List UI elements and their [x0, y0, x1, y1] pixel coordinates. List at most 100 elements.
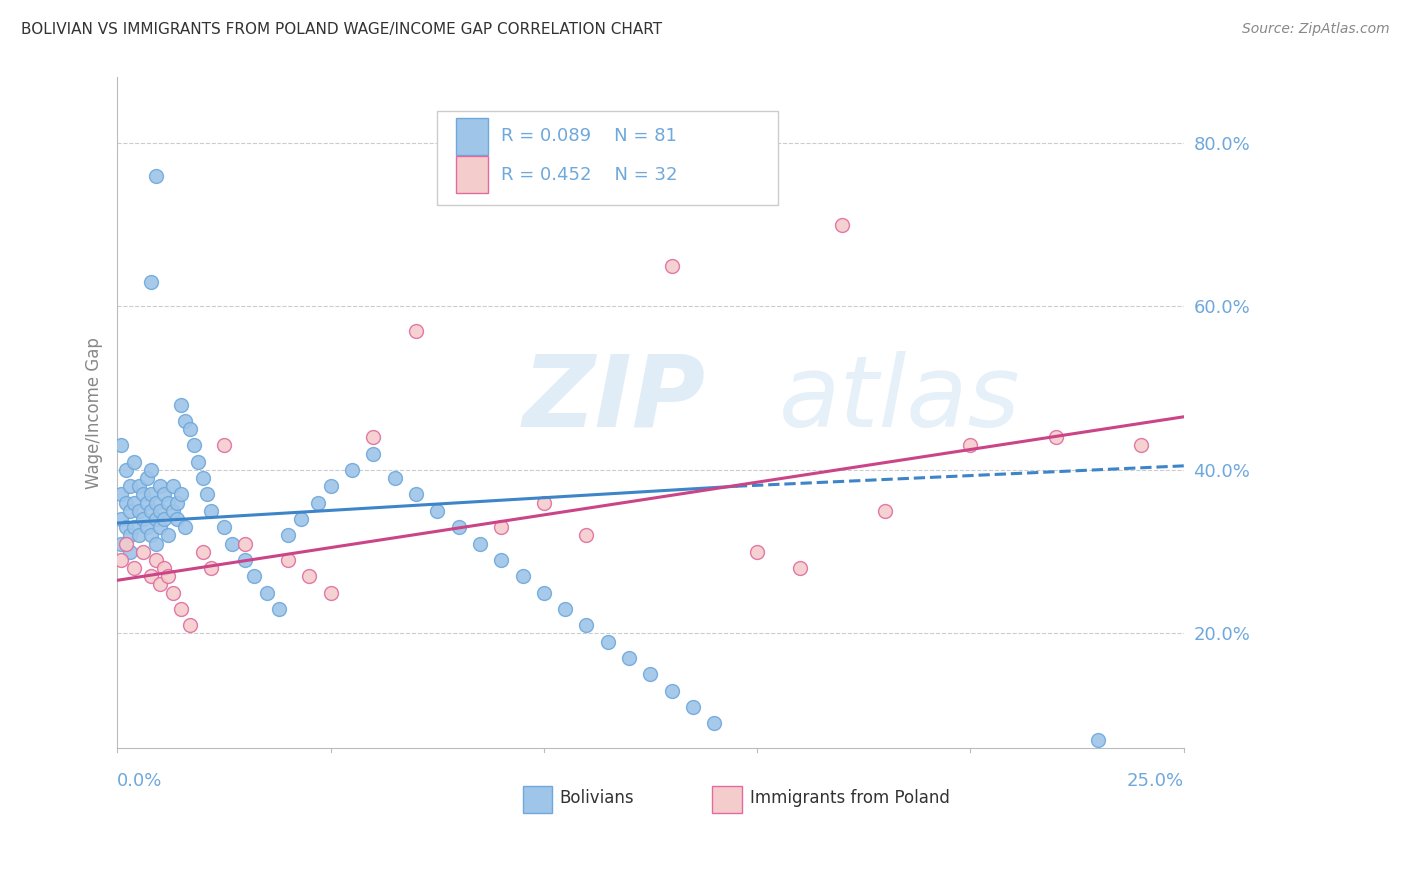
Text: 25.0%: 25.0%	[1126, 772, 1184, 790]
Point	[157, 569, 180, 583]
Point	[200, 561, 222, 575]
Point	[319, 479, 342, 493]
Point	[162, 585, 184, 599]
FancyBboxPatch shape	[457, 156, 488, 193]
Point	[290, 512, 312, 526]
Point	[200, 504, 222, 518]
Point	[489, 553, 512, 567]
Point	[145, 512, 167, 526]
Point	[166, 495, 188, 509]
Point	[617, 651, 640, 665]
Point	[145, 169, 167, 183]
Text: R = 0.089    N = 81: R = 0.089 N = 81	[501, 128, 678, 145]
Point	[128, 528, 150, 542]
Point	[149, 520, 172, 534]
Point	[122, 455, 145, 469]
Point	[141, 528, 163, 542]
Text: atlas: atlas	[779, 351, 1021, 448]
Point	[191, 544, 214, 558]
Point	[1130, 438, 1153, 452]
FancyBboxPatch shape	[457, 118, 488, 155]
Text: Immigrants from Poland: Immigrants from Poland	[749, 789, 949, 807]
Point	[114, 536, 136, 550]
Point	[212, 520, 235, 534]
Point	[875, 504, 897, 518]
Text: Source: ZipAtlas.com: Source: ZipAtlas.com	[1241, 22, 1389, 37]
Point	[145, 553, 167, 567]
Point	[122, 561, 145, 575]
Point	[153, 561, 176, 575]
FancyBboxPatch shape	[437, 111, 779, 205]
Point	[298, 569, 321, 583]
Text: BOLIVIAN VS IMMIGRANTS FROM POLAND WAGE/INCOME GAP CORRELATION CHART: BOLIVIAN VS IMMIGRANTS FROM POLAND WAGE/…	[21, 22, 662, 37]
Point	[533, 585, 555, 599]
Point	[118, 528, 141, 542]
Point	[149, 479, 172, 493]
Point	[174, 414, 197, 428]
Point	[447, 520, 470, 534]
Point	[153, 512, 176, 526]
Point	[122, 520, 145, 534]
Point	[489, 520, 512, 534]
Point	[512, 569, 534, 583]
Point	[340, 463, 363, 477]
Point	[149, 504, 172, 518]
Point	[747, 544, 769, 558]
Point	[136, 495, 159, 509]
Point	[149, 577, 172, 591]
Point	[640, 667, 662, 681]
Point	[233, 536, 256, 550]
Point	[661, 259, 683, 273]
Point	[170, 397, 193, 411]
Point	[426, 504, 449, 518]
Point	[575, 528, 598, 542]
Point	[132, 487, 155, 501]
Point	[1045, 430, 1067, 444]
Point	[307, 495, 329, 509]
Point	[141, 487, 163, 501]
Point	[118, 479, 141, 493]
Point	[212, 438, 235, 452]
Point	[141, 463, 163, 477]
Point	[242, 569, 264, 583]
Point	[132, 544, 155, 558]
Point	[118, 504, 141, 518]
Point	[162, 504, 184, 518]
Point	[384, 471, 406, 485]
Point	[179, 422, 201, 436]
Text: Bolivians: Bolivians	[560, 789, 634, 807]
Point	[191, 471, 214, 485]
Point	[157, 528, 180, 542]
Point	[221, 536, 243, 550]
FancyBboxPatch shape	[523, 786, 553, 813]
Point	[162, 479, 184, 493]
Point	[319, 585, 342, 599]
Point	[405, 324, 427, 338]
Point	[277, 528, 299, 542]
Point	[959, 438, 981, 452]
Point	[157, 495, 180, 509]
Point	[128, 479, 150, 493]
Point	[174, 520, 197, 534]
Point	[153, 487, 176, 501]
Point	[187, 455, 209, 469]
Point	[114, 463, 136, 477]
Point	[141, 504, 163, 518]
Point	[141, 275, 163, 289]
FancyBboxPatch shape	[713, 786, 742, 813]
Point	[110, 536, 132, 550]
Point	[575, 618, 598, 632]
Point	[110, 438, 132, 452]
Point	[789, 561, 811, 575]
Point	[136, 471, 159, 485]
Point	[114, 495, 136, 509]
Point	[114, 520, 136, 534]
Point	[122, 495, 145, 509]
Text: R = 0.452    N = 32: R = 0.452 N = 32	[501, 166, 678, 184]
Point	[170, 602, 193, 616]
Point	[661, 683, 683, 698]
Point	[179, 618, 201, 632]
Point	[1087, 732, 1109, 747]
Point	[128, 504, 150, 518]
Y-axis label: Wage/Income Gap: Wage/Income Gap	[86, 337, 103, 489]
